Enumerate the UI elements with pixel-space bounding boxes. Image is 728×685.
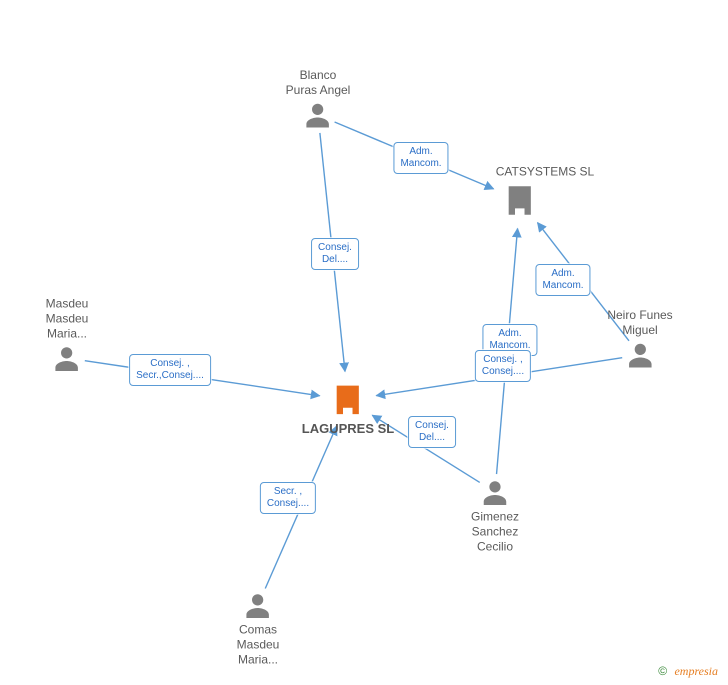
edge-label[interactable]: Adm. Mancom. <box>535 264 590 296</box>
edge-label[interactable]: Consej. Del.... <box>408 416 456 448</box>
edge-label[interactable]: Adm. Mancom. <box>393 142 448 174</box>
node-label: Gimenez Sanchez Cecilio <box>471 509 519 554</box>
node-masdeu[interactable]: Masdeu Masdeu Maria... <box>46 296 89 375</box>
person-icon <box>303 100 333 130</box>
person-icon <box>52 343 82 373</box>
copyright-symbol: © <box>658 664 667 678</box>
network-diagram: LAGUPRES SL CATSYSTEMS SL Blanco Puras An… <box>0 0 728 685</box>
node-label: CATSYSTEMS SL <box>496 164 594 179</box>
edge-label[interactable]: Consej. , Secr.,Consej.... <box>129 354 211 386</box>
node-label: Masdeu Masdeu Maria... <box>46 296 89 341</box>
node-catsystems[interactable]: CATSYSTEMS SL <box>471 164 569 221</box>
brand-name: empresia <box>674 664 718 678</box>
node-label: Comas Masdeu Maria... <box>237 622 280 667</box>
node-gimenez[interactable]: Gimenez Sanchez Cecilio <box>471 475 519 554</box>
edge-label[interactable]: Consej. Del.... <box>311 238 359 270</box>
node-label: Blanco Puras Angel <box>286 68 351 98</box>
person-icon <box>625 340 655 370</box>
node-comas[interactable]: Comas Masdeu Maria... <box>237 588 280 667</box>
node-neiro[interactable]: Neiro Funes Miguel <box>607 308 672 372</box>
company-icon <box>501 181 539 219</box>
edge-label[interactable]: Consej. , Consej.... <box>475 350 531 382</box>
node-label: LAGUPRES SL <box>302 421 394 437</box>
company-icon <box>329 381 367 419</box>
node-lagupres[interactable]: LAGUPRES SL <box>302 379 394 437</box>
person-icon <box>480 477 510 507</box>
node-blanco[interactable]: Blanco Puras Angel <box>286 68 351 132</box>
node-label: Neiro Funes Miguel <box>607 308 672 338</box>
person-icon <box>243 590 273 620</box>
watermark: © empresia <box>658 664 718 679</box>
edge-label[interactable]: Secr. , Consej.... <box>260 482 316 514</box>
